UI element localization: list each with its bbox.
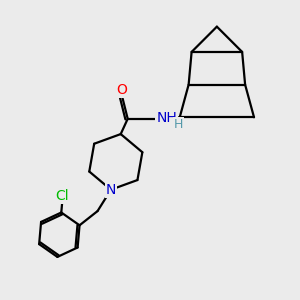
Text: N: N [106, 183, 116, 197]
Text: NH: NH [157, 111, 177, 125]
Text: O: O [116, 83, 127, 97]
Text: Cl: Cl [56, 189, 69, 202]
Text: H: H [173, 118, 183, 130]
